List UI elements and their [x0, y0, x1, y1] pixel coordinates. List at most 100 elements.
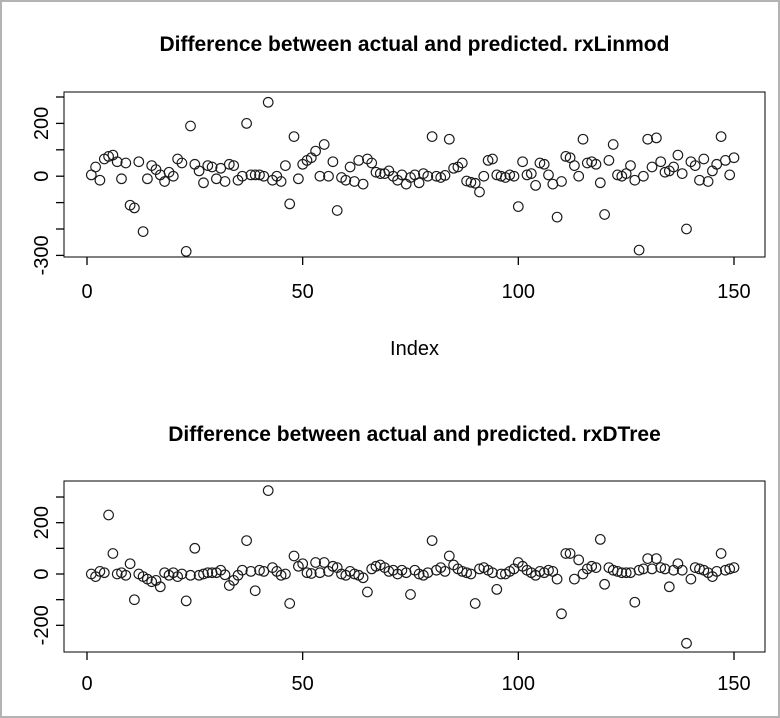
- data-point: [668, 161, 679, 173]
- data-point: [642, 553, 654, 564]
- data-point: [543, 564, 554, 576]
- data-point: [612, 566, 623, 577]
- data-point: [638, 563, 649, 575]
- data-point: [219, 569, 231, 581]
- data-point: [724, 169, 736, 181]
- x-tick-label: 50: [292, 281, 314, 303]
- data-point: [465, 568, 477, 580]
- data-point: [254, 564, 265, 576]
- data-point: [103, 509, 114, 521]
- data-point: [715, 548, 727, 559]
- data-point: [728, 562, 740, 573]
- data-point: [223, 158, 235, 170]
- data-point: [474, 186, 485, 198]
- data-point: [629, 174, 641, 186]
- data-point: [491, 584, 503, 595]
- data-point: [116, 173, 127, 185]
- data-point: [517, 156, 528, 168]
- data-point: [94, 174, 106, 186]
- data-point: [543, 169, 554, 181]
- data-point: [366, 157, 378, 169]
- data-point: [456, 157, 468, 169]
- data-point: [249, 169, 261, 181]
- data-point: [551, 573, 563, 585]
- data-point: [370, 166, 382, 178]
- data-point: [413, 568, 425, 580]
- data-point: [180, 246, 192, 257]
- data-point: [594, 534, 606, 545]
- data-point: [400, 178, 412, 190]
- data-point: [629, 596, 641, 608]
- data-point: [646, 563, 658, 575]
- data-point: [590, 158, 602, 170]
- data-point: [586, 560, 598, 572]
- data-point: [219, 176, 231, 187]
- data-point: [305, 568, 317, 579]
- data-point: [159, 176, 170, 187]
- data-point: [534, 566, 546, 577]
- data-point: [94, 566, 106, 577]
- data-point: [405, 589, 416, 600]
- x-tick-label: 0: [81, 673, 92, 695]
- data-point: [293, 173, 304, 185]
- data-point: [228, 160, 240, 171]
- data-point: [556, 608, 567, 620]
- data-point: [508, 170, 520, 182]
- data-point: [694, 174, 705, 186]
- data-point: [651, 553, 662, 564]
- data-point: [206, 161, 218, 173]
- data-point: [715, 131, 727, 142]
- data-point: [474, 563, 485, 575]
- data-point: [193, 165, 205, 177]
- data-point: [198, 177, 209, 189]
- data-point: [103, 151, 114, 162]
- data-point: [521, 169, 533, 181]
- data-point: [581, 157, 593, 169]
- data-point: [422, 170, 434, 182]
- data-point: [357, 572, 369, 584]
- data-point: [258, 566, 270, 577]
- data-point: [310, 145, 321, 157]
- data-point: [616, 567, 628, 579]
- data-point: [120, 157, 132, 169]
- data-point: [439, 566, 451, 577]
- data-point: [672, 149, 684, 161]
- data-point: [133, 156, 145, 168]
- data-point: [275, 569, 287, 581]
- data-point: [297, 558, 309, 570]
- data-point: [314, 170, 326, 182]
- data-point: [482, 155, 494, 166]
- data-point: [189, 158, 201, 170]
- data-point: [413, 177, 425, 189]
- data-point: [655, 562, 667, 573]
- data-point: [689, 160, 701, 171]
- data-point: [659, 166, 671, 178]
- y-tick-label: -300: [31, 235, 53, 275]
- data-point: [525, 168, 537, 179]
- y-tick-label: 0: [31, 171, 53, 182]
- data-point: [426, 535, 438, 546]
- data-point: [469, 598, 481, 609]
- data-point: [120, 569, 132, 581]
- data-point: [431, 170, 442, 182]
- data-point: [487, 153, 498, 165]
- data-point: [560, 151, 572, 162]
- data-point: [443, 133, 455, 145]
- data-point: [301, 567, 313, 579]
- data-point: [284, 598, 296, 609]
- data-point: [676, 168, 688, 179]
- data-point: [620, 567, 632, 579]
- x-tick-label: 100: [502, 673, 535, 695]
- data-point: [551, 211, 563, 223]
- data-point: [685, 573, 697, 585]
- data-point: [681, 637, 692, 649]
- data-point: [146, 576, 158, 588]
- data-point: [327, 156, 339, 168]
- data-point: [275, 176, 287, 187]
- data-point: [323, 170, 334, 182]
- data-point: [676, 564, 688, 576]
- data-point: [534, 157, 546, 169]
- x-tick-label: 50: [292, 673, 314, 695]
- data-point: [362, 586, 373, 598]
- data-point: [353, 155, 365, 166]
